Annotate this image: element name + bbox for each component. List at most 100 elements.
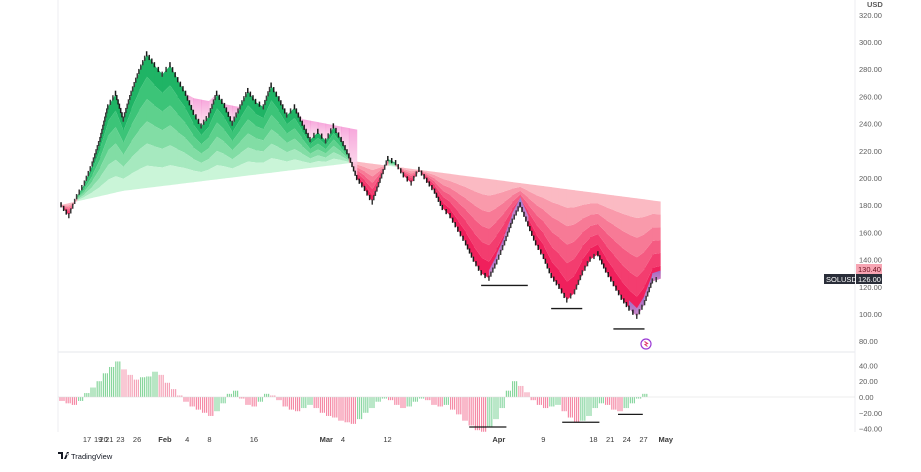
price-bar: [477, 265, 480, 271]
alert-icon[interactable]: [640, 338, 652, 350]
ribbon-segment: [527, 184, 537, 195]
ribbon-segment: [582, 225, 591, 246]
ref-price-label: 130.40: [858, 265, 881, 274]
ribbon-segment: [356, 172, 366, 185]
ribbon-segment: [341, 152, 350, 161]
price-bar: [320, 133, 323, 139]
ribbon-segment: [294, 117, 303, 139]
ribbon-segment: [208, 136, 218, 159]
ribbon-segment: [628, 252, 638, 278]
price-bar: [540, 249, 542, 255]
ribbon-segment: [652, 252, 661, 268]
ribbon-segment: [193, 124, 202, 145]
ribbon-segment: [356, 169, 366, 181]
price-bar: [351, 161, 353, 168]
ribbon-segment: [426, 172, 436, 179]
ribbon-segment: [162, 125, 171, 149]
ribbon-segment: [302, 131, 311, 150]
ribbon-segment: [473, 245, 482, 274]
price-bar: [81, 184, 83, 191]
ribbon-segment: [582, 191, 591, 205]
price-bar: [140, 64, 142, 70]
ribbon-segment: [574, 259, 583, 293]
price-bar: [245, 92, 247, 98]
ribbon-segment: [535, 223, 544, 246]
price-bar: [550, 272, 552, 279]
ribbon-segment: [224, 130, 233, 151]
ribbon-segment: [372, 175, 381, 197]
price-bar: [122, 116, 125, 122]
ribbon-segment: [372, 167, 381, 177]
ribbon-segment: [247, 147, 257, 163]
ribbon-segment: [551, 246, 560, 271]
price-bar: [376, 186, 378, 192]
ribbon-segment: [403, 169, 412, 174]
ribbon-segment: [597, 203, 607, 220]
price-bar: [459, 231, 462, 237]
ribbon-segment: [123, 109, 132, 144]
price-bar: [586, 261, 589, 267]
ribbon-segment: [574, 245, 583, 276]
price-bar: [254, 98, 257, 105]
ribbon-segment: [255, 162, 264, 175]
ribbon-segment: [566, 189, 576, 208]
ribbon-segment: [465, 175, 474, 191]
ribbon-segment: [115, 159, 124, 179]
ribbon-segment: [263, 114, 272, 141]
time-tick-label: 26: [133, 435, 141, 444]
ribbon-segment: [239, 133, 249, 154]
ribbon-segment: [177, 80, 187, 109]
ribbon-segment: [426, 175, 436, 186]
tradingview-logo[interactable]: TradingView: [58, 452, 113, 461]
price-bar: [102, 124, 104, 130]
ribbon-segment: [232, 130, 241, 151]
ribbon-segment: [590, 203, 599, 215]
price-bar: [89, 166, 91, 172]
ribbon-segment: [193, 170, 202, 183]
ribbon-segment: [613, 195, 622, 214]
ref-price-tag: 130.40: [856, 264, 882, 274]
ribbon-segment: [131, 91, 140, 126]
ribbon-segment: [527, 190, 537, 205]
time-tick-label: 23: [116, 435, 124, 444]
time-tick-label: 20: [100, 435, 108, 444]
support-lines: [481, 284, 645, 330]
ribbon-segment: [364, 167, 373, 177]
ribbon-segment: [278, 135, 288, 153]
ribbon-segment: [193, 159, 202, 173]
ribbon-segment: [566, 275, 576, 301]
price-bar: [511, 218, 514, 224]
ribbon-segment: [442, 184, 451, 195]
ribbon-segment: [302, 146, 311, 159]
price-bar: [109, 99, 112, 105]
ribbon-segment: [278, 123, 288, 144]
price-bar: [223, 102, 226, 109]
ribbon-segment: [169, 125, 179, 150]
price-bar: [195, 114, 197, 120]
price-bar: [601, 259, 603, 265]
ribbon-segment: [457, 184, 467, 199]
price-bar: [104, 116, 106, 122]
price-bar: [530, 230, 533, 236]
ribbon-segment: [465, 220, 474, 246]
ribbon-segment: [364, 171, 373, 184]
ribbon-segment: [107, 143, 117, 166]
price-tick-label: 160.00: [859, 228, 882, 237]
price-bar: [651, 278, 654, 284]
ribbon-segment: [302, 138, 311, 154]
ribbon-segment: [162, 165, 171, 187]
ribbon-segment: [193, 135, 202, 154]
ribbon-segment: [123, 93, 132, 132]
price-bar: [188, 100, 191, 106]
price-bar: [83, 180, 86, 186]
price-bar: [569, 293, 572, 299]
ribbon-segment: [450, 195, 459, 212]
ribbon-segment: [590, 244, 599, 260]
price-bar: [95, 149, 97, 155]
ribbon-segment: [426, 170, 436, 176]
price-bar: [100, 132, 102, 139]
price-tick-label: 140.00: [859, 256, 882, 265]
ribbon-segment: [302, 153, 311, 164]
ribbon-segment: [115, 143, 124, 168]
price-bar: [563, 292, 565, 299]
